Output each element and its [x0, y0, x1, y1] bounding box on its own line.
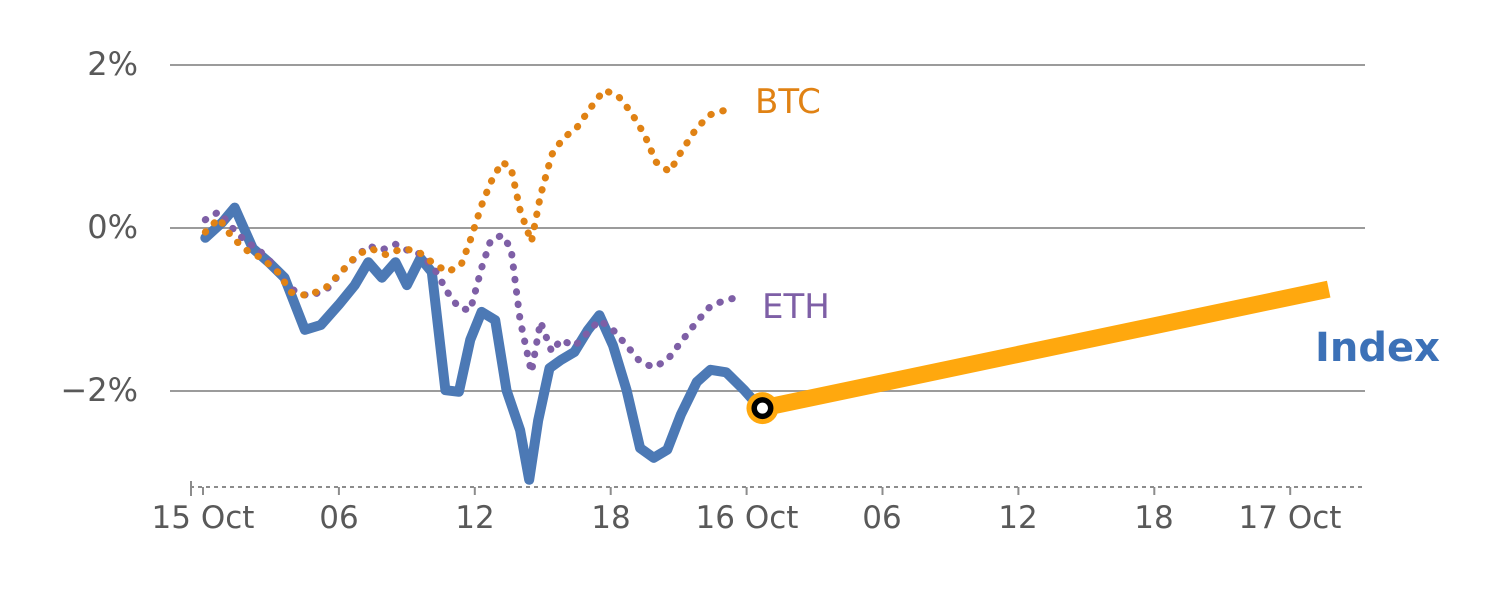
series-line-eth [201, 208, 744, 376]
x-axis-tick-label: 15 Oct [151, 500, 255, 536]
y-axis-tick-label: 0% [87, 208, 138, 246]
projection-start-marker-inner [756, 402, 768, 414]
x-axis-tick-label: 16 Oct [695, 500, 799, 536]
x-axis-tick-label: 12 [998, 500, 1038, 536]
series-label-btc: BTC [755, 82, 821, 122]
x-axis-tick-label: 06 [319, 500, 359, 536]
series-line-index [200, 202, 766, 485]
x-axis-tick-label: 12 [455, 500, 495, 536]
projection-line [760, 280, 1331, 417]
series-label-index: Index [1315, 325, 1440, 371]
x-axis-tick-label: 06 [862, 500, 902, 536]
series-line-btc [201, 86, 730, 300]
x-axis-tick-label: 18 [1134, 500, 1174, 536]
x-axis-tick-label: 17 Oct [1238, 500, 1342, 536]
y-axis-tick-label: −2% [60, 371, 138, 409]
y-axis-tick-label: 2% [87, 45, 138, 83]
x-axis-tick-label: 18 [591, 500, 631, 536]
series-label-eth: ETH [762, 287, 830, 327]
